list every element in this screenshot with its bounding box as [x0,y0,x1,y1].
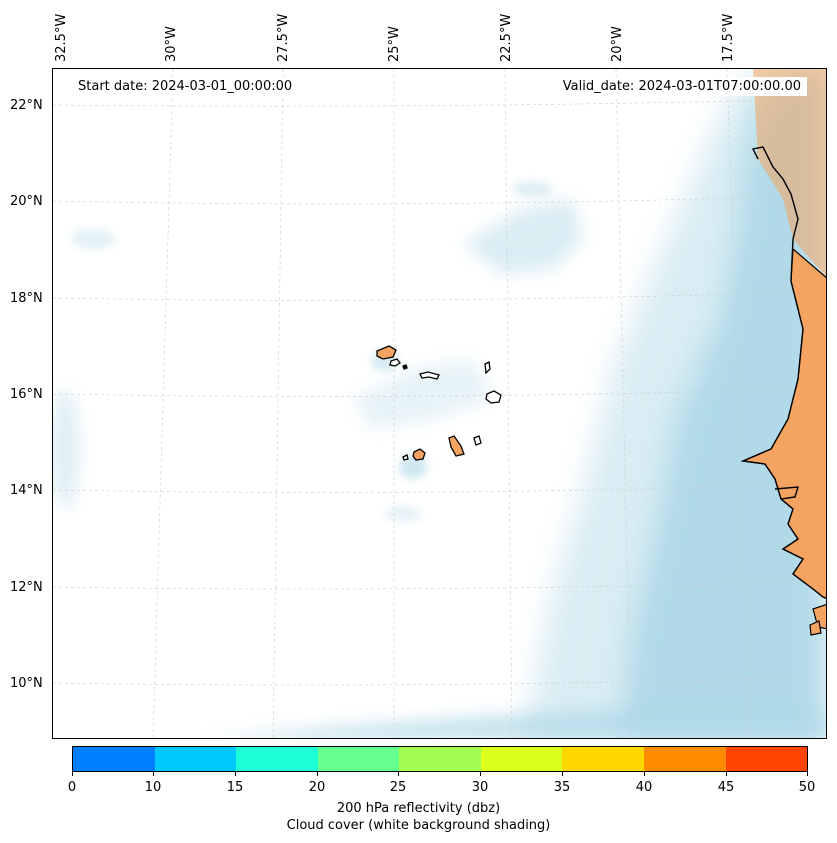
colorbar-ticklabel-20: 20 [308,780,326,795]
island-santiago [448,435,465,457]
gridline-lon-30 [152,69,174,738]
gridline-lon-17.5 [726,69,750,738]
colorbar-sublabel: Cloud cover (white background shading) [286,818,551,833]
lon-label-27.5W: 27.5°W [276,13,291,62]
cloud-streak-north [463,199,583,274]
colorbar-ticklabel-30: 30 [471,780,489,795]
coast-mauritania [740,146,826,599]
cloud-wisp-1 [71,229,115,249]
colorbar-tick-35 [562,772,563,776]
colorbar-ticklabel-0: 0 [67,780,77,795]
colorbar-segment-35-40 [562,747,644,771]
island-santo-antao [376,345,397,360]
colorbar-tick-50 [807,772,808,776]
colorbar-tick-25 [398,772,399,776]
colorbar-segment-30-35 [480,747,563,771]
cloud-cover-layer [53,69,826,738]
colorbar-tick-0 [72,772,73,776]
cloud-band-east [613,69,826,738]
colorbar-ticklabel-25: 25 [389,780,407,795]
colorbar-segment-0-10 [73,747,155,771]
lat-label-14N: 14°N [10,483,43,498]
gridline-lat-14 [53,483,826,493]
land-islet-south [809,620,822,636]
colorbar-segment-40-45 [643,747,726,771]
gridlines [53,69,826,738]
lat-label-22N: 22°N [10,98,43,113]
colorbar-tick-15 [235,772,236,776]
gridline-lat-16 [53,387,826,397]
colorbar-tick-20 [317,772,318,776]
colorbar-ticklabel-15: 15 [226,780,244,795]
colorbar-label: 200 hPa reflectivity (dbz) [336,801,501,816]
start-date-label: Start date: 2024-03-01_00:00:00 [72,77,299,96]
land-mauritania-north [753,69,826,277]
lat-label-16N: 16°N [10,387,43,402]
colorbar-ticklabel-45: 45 [717,780,735,795]
cloud-band-south [223,709,826,738]
valid-date-label: Valid_date: 2024-03-01T07:00:00.00 [556,77,807,96]
gridline-lon-20 [615,69,632,738]
lat-label-12N: 12°N [10,580,43,595]
coast-gambia [774,486,799,500]
island-fogo [412,448,426,461]
colorbar-segment-45-50 [725,747,808,771]
island-sao-vicente [389,358,401,367]
lon-label-17.5W: 17.5°W [721,13,736,62]
cape-verde-islands [376,345,502,461]
coastline-africa [740,146,826,599]
island-maio [473,435,482,446]
colorbar-segment-25-30 [399,747,481,771]
colorbar-segment-20-25 [317,747,400,771]
cloud-island-shadow-1 [399,455,427,479]
colorbar-segment-15-20 [236,747,318,771]
cloud-wisp-2 [513,181,553,197]
island-sao-nicolau [419,371,440,380]
colorbar-ticklabel-40: 40 [635,780,653,795]
island-santa-luzia [402,364,408,370]
map-canvas [53,69,826,738]
colorbar-tick-10 [153,772,154,776]
land-southeast [812,604,826,630]
gridline-lat-18 [53,290,826,301]
gridline-lon-27.5 [272,69,284,738]
cloud-wisp-3 [385,506,421,522]
colorbar-tick-30 [480,772,481,776]
gridline-lat-20 [53,194,826,205]
colorbar-ticklabel-10: 10 [144,780,162,795]
colorbar-tick-40 [644,772,645,776]
lat-label-10N: 10°N [10,676,43,691]
gridline-lon-22.5 [504,69,513,738]
island-boa-vista [485,390,502,404]
cloud-streak-central [353,359,493,429]
map-panel [52,68,827,739]
gridline-lat-22 [53,98,826,107]
lon-label-25W: 25°W [387,26,402,62]
gridline-lat-10 [53,676,826,686]
lat-label-20N: 20°N [10,194,43,209]
colorbar-ticklabel-35: 35 [553,780,571,795]
colorbar [72,746,808,772]
lon-label-22.5W: 22.5°W [499,13,514,62]
lat-label-18N: 18°N [10,291,43,306]
lon-label-32.5W: 32.5°W [54,13,69,62]
lon-label-20W: 20°W [610,26,625,62]
colorbar-segment-10-15 [154,747,237,771]
island-sal [484,361,491,375]
colorbar-ticklabel-50: 50 [798,780,816,795]
gridline-lat-12 [53,580,826,590]
lon-label-30W: 30°W [164,26,179,62]
cloud-west-patch [53,389,79,509]
colorbar-tick-45 [726,772,727,776]
cloud-band-east-light [523,69,793,738]
island-brava [402,454,409,461]
